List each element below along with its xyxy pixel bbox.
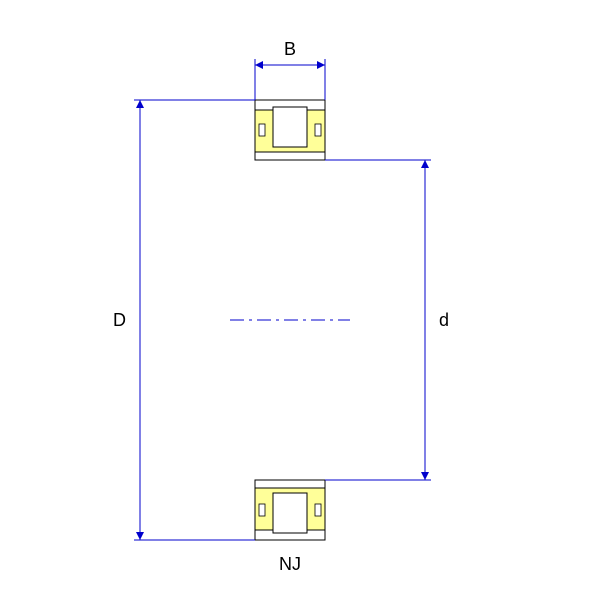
inner-diameter-label: d (439, 310, 449, 330)
outer-diameter-label: D (113, 310, 126, 330)
designation-label: NJ (279, 554, 301, 574)
bearing-diagram: B Dd NJ (0, 0, 600, 600)
width-label: B (284, 39, 296, 59)
